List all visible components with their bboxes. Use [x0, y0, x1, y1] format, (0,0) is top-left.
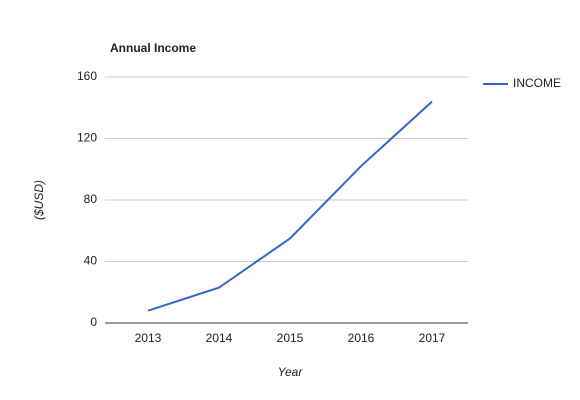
x-tick-label: 2017 [419, 331, 446, 345]
y-tick-label: 120 [77, 131, 97, 145]
x-tick-label: 2014 [206, 331, 233, 345]
x-axis-label: Year [278, 365, 304, 379]
x-tick-label: 2013 [135, 331, 162, 345]
legend-label: INCOME [513, 76, 561, 90]
line-series [147, 100, 433, 312]
y-tick-label: 160 [77, 69, 97, 83]
y-tick-label: 80 [84, 192, 98, 206]
y-tick-label: 40 [84, 254, 98, 268]
x-tick-label: 2015 [277, 331, 304, 345]
y-axis-label: ($USD) [32, 180, 46, 220]
y-tick-label: 0 [90, 315, 97, 329]
chart-title: Annual Income [110, 41, 196, 55]
x-tick-label: 2016 [348, 331, 375, 345]
